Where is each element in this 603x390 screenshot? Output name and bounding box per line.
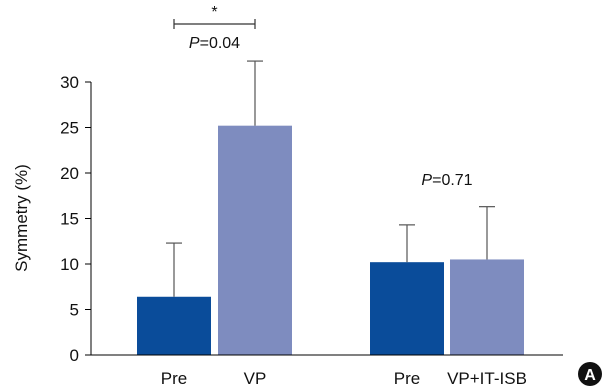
panel-label-text: A [584,367,596,384]
panel-label-badge: A [578,362,602,386]
y-tick-label: 10 [60,255,79,274]
category-label: Pre [161,369,187,388]
y-tick-label: 25 [60,119,79,138]
category-label: VP [244,369,267,388]
p-value-label: P=0.71 [421,172,472,189]
p-value-label: P=0.04 [189,35,240,52]
significance-bracket [173,19,256,29]
y-axis: 0 5 10 15 20 25 30 [60,73,563,365]
bar-1-vp [218,125,292,356]
bar-1-pre [137,296,211,355]
y-tick-label: 5 [70,301,79,320]
p-value-number: =0.04 [200,35,241,52]
error-bars-layer [166,60,495,297]
p-value-number: =0.71 [432,172,473,189]
bar-2-pre [370,262,444,355]
panel-label-circle [578,362,602,386]
p-value-symbol: P [421,172,432,189]
category-label: VP+IT-ISB [447,369,527,388]
y-tick-label: 15 [60,210,79,229]
bar-2-vp-it-isb [450,259,524,355]
y-tick-label: 0 [70,346,79,365]
category-labels: Pre VP Pre VP+IT-ISB [161,369,527,388]
category-label: Pre [394,369,420,388]
y-tick-label: 20 [60,164,79,183]
significance-marker: * [211,4,217,21]
p-value-symbol: P [189,35,200,52]
annotations: *P=0.04P=0.71 [173,4,473,189]
y-tick-label: 30 [60,73,79,92]
y-axis-label: Symmetry (%) [12,164,31,272]
bars-layer [137,125,524,356]
